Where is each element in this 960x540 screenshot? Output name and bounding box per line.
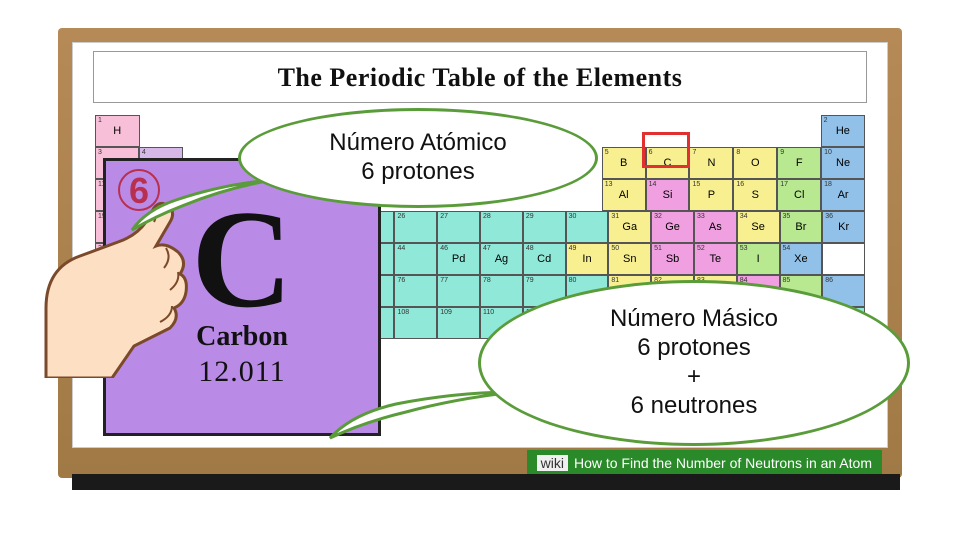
- element-cell: 17Cl: [777, 179, 821, 211]
- callout-line: Número Másico: [501, 305, 887, 334]
- callout-line: +: [501, 363, 887, 392]
- element-cell: 46Pd: [437, 243, 480, 275]
- callout-mass-number: Número Másico 6 protones + 6 neutrones: [478, 280, 910, 446]
- element-cell: 26: [394, 211, 437, 243]
- element-cell: 49In: [566, 243, 609, 275]
- callout-atomic-tail: [116, 178, 296, 238]
- element-cell: 108: [394, 307, 437, 339]
- wiki-caption: wiki How to Find the Number of Neutrons i…: [527, 450, 882, 476]
- element-cell: 10Ne: [821, 147, 865, 179]
- callout-line: 6 neutrones: [501, 392, 887, 421]
- element-cell: 27: [437, 211, 480, 243]
- element-cell: 77: [437, 275, 480, 307]
- element-cell: 44: [394, 243, 437, 275]
- element-cell: 1H: [95, 115, 140, 147]
- element-cell: 13Al: [602, 179, 646, 211]
- table-title: The Periodic Table of the Elements: [93, 51, 867, 103]
- element-cell: 47Ag: [480, 243, 523, 275]
- element-cell: 31Ga: [608, 211, 651, 243]
- element-cell: 5B: [602, 147, 646, 179]
- callout-line: Número Atómico: [261, 129, 575, 158]
- element-cell: 53I: [737, 243, 780, 275]
- element-cell: 50Sn: [608, 243, 651, 275]
- element-cell: 8O: [733, 147, 777, 179]
- element-cell: 32Ge: [651, 211, 694, 243]
- element-cell: [822, 243, 865, 275]
- element-cell: 34Se: [737, 211, 780, 243]
- callout-line: 6 protones: [261, 158, 575, 187]
- element-cell: 52Te: [694, 243, 737, 275]
- element-cell: 28: [480, 211, 523, 243]
- element-cell: 16S: [733, 179, 777, 211]
- element-cell: 78: [480, 275, 523, 307]
- element-cell: 33As: [694, 211, 737, 243]
- element-cell: 54Xe: [780, 243, 823, 275]
- element-cell: 51Sb: [651, 243, 694, 275]
- element-cell: 7N: [689, 147, 733, 179]
- element-cell: 30: [566, 211, 609, 243]
- element-cell: 14Si: [646, 179, 690, 211]
- element-cell: 29: [523, 211, 566, 243]
- element-cell: 76: [394, 275, 437, 307]
- carbon-highlight-box: [642, 132, 690, 168]
- element-cell: 35Br: [780, 211, 823, 243]
- element-cell: 36Kr: [822, 211, 865, 243]
- element-cell: 18Ar: [821, 179, 865, 211]
- element-cell: 109: [437, 307, 480, 339]
- element-cell: 9F: [777, 147, 821, 179]
- caption-text: How to Find the Number of Neutrons in an…: [574, 455, 872, 471]
- wiki-prefix: wiki: [537, 455, 568, 471]
- bottom-strip: [72, 474, 900, 490]
- element-cell: 15P: [689, 179, 733, 211]
- callout-atomic-number: Número Atómico 6 protones: [238, 108, 598, 208]
- element-cell: 2He: [821, 115, 866, 147]
- callout-line: 6 protones: [501, 334, 887, 363]
- element-cell: 48Cd: [523, 243, 566, 275]
